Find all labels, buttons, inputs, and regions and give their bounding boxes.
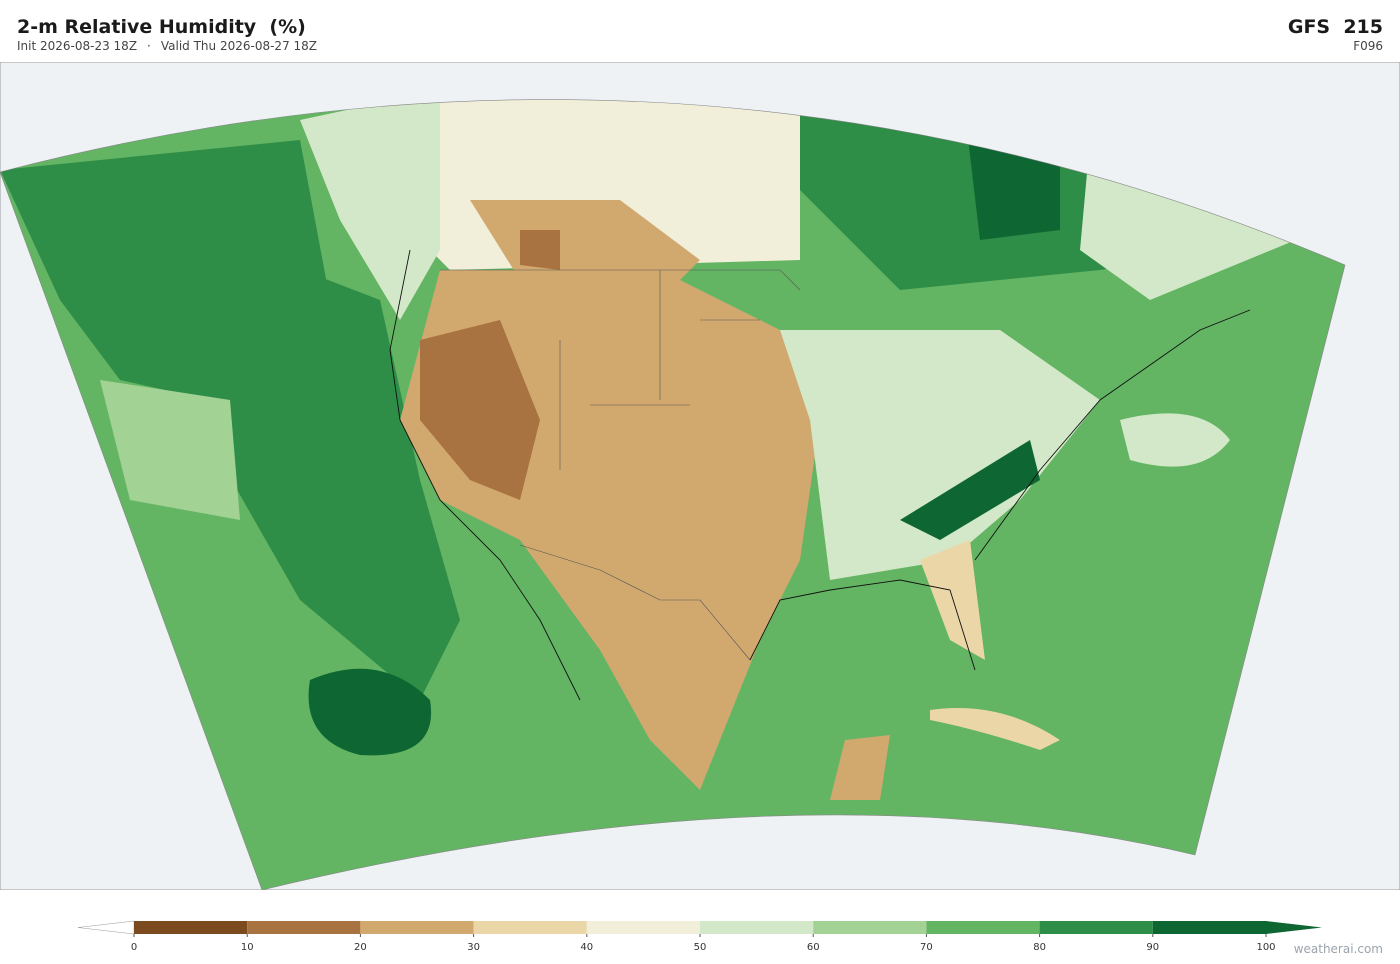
field-patch: [220, 250, 460, 700]
tick-label: 70: [920, 942, 933, 953]
coastline: [749, 579, 976, 671]
tick-label: 10: [241, 942, 254, 953]
watermark: weatherai.com: [1293, 942, 1383, 956]
border: [559, 270, 760, 470]
tick-label: 0: [131, 942, 137, 953]
field-patch: [780, 330, 1100, 580]
tick-label: 50: [694, 942, 707, 953]
color-bin: [586, 921, 700, 934]
color-bin: [926, 921, 1040, 934]
tick-label: 20: [354, 942, 367, 953]
field-patch: [300, 99, 440, 320]
field-patch: [930, 708, 1060, 750]
map: [0, 62, 1400, 890]
init-time: Init 2026-08-23 18Z: [17, 39, 138, 53]
field-patch: [1120, 413, 1230, 467]
field-patch: [100, 380, 240, 520]
field-patch: [470, 200, 700, 300]
border: [519, 544, 751, 661]
tick-label: 40: [580, 942, 593, 953]
coastline: [974, 309, 1251, 561]
color-bin: [247, 921, 361, 934]
color-bin: [813, 921, 927, 934]
valid-time: Valid Thu 2026-08-27 18Z: [160, 39, 318, 53]
border: [440, 269, 801, 291]
subtitle: Init 2026-08-23 18Z · Valid Thu 2026-08-27…: [17, 39, 327, 53]
tick-label: 30: [467, 942, 480, 953]
color-bin: [700, 921, 814, 934]
tick-label: 90: [1146, 942, 1159, 953]
field-patch: [830, 735, 890, 800]
colorbar: 0 10 20 30 40 50 60 70 80 90 100: [77, 920, 1322, 953]
tick-label: 80: [1033, 942, 1046, 953]
title: 2-m Relative Humidity (%): [17, 16, 306, 38]
coastlines: [389, 249, 1251, 701]
color-bin: [1039, 921, 1153, 934]
tick-label: 60: [807, 942, 820, 953]
color-bin: [1152, 921, 1266, 934]
borders: [440, 269, 801, 661]
coastline: [389, 249, 581, 701]
extend-max: [1266, 921, 1322, 934]
forecast-hour: F096: [1353, 39, 1383, 53]
model-name: GFS 215: [1287, 16, 1383, 38]
field-patch: [308, 668, 432, 756]
field-patch: [520, 230, 560, 270]
tick-label: 100: [1256, 942, 1275, 953]
domain-outline: [0, 99, 1346, 890]
extend-min: [77, 920, 135, 935]
field-patch: [420, 320, 540, 500]
color-bin: [134, 921, 248, 934]
color-bin: [360, 921, 474, 934]
color-bin: [473, 921, 587, 934]
field-patch: [920, 540, 985, 660]
separator: ·: [147, 39, 151, 53]
field-patch: [900, 440, 1040, 540]
